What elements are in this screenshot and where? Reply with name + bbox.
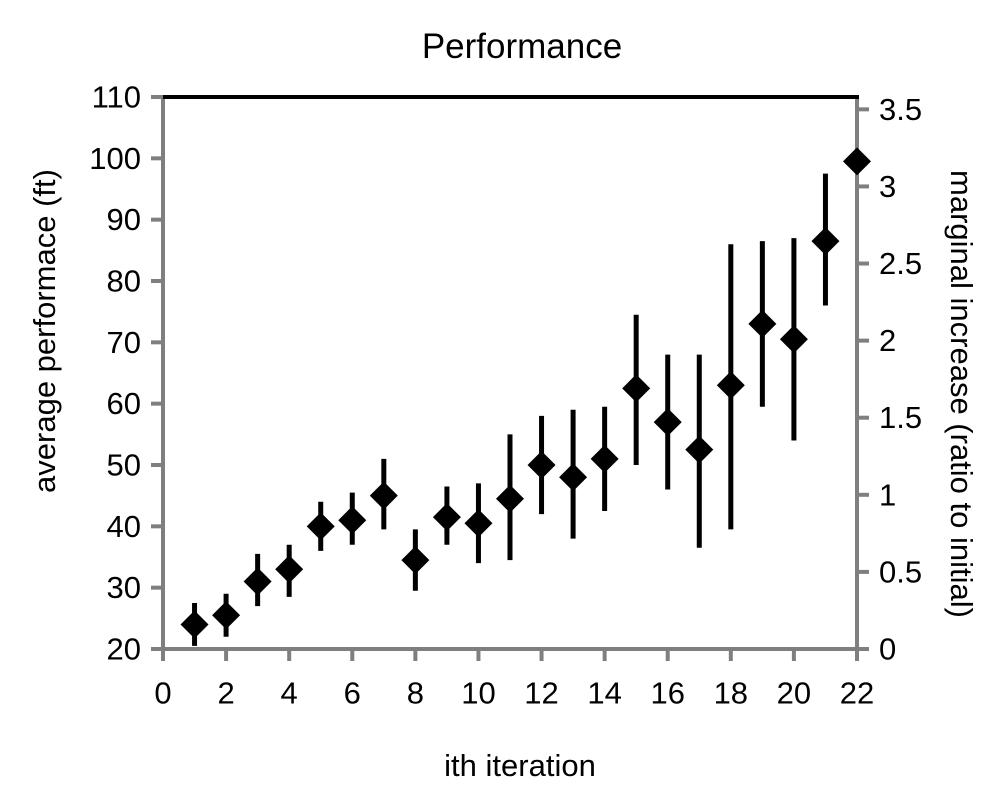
data-point-marker xyxy=(559,463,588,492)
y-tick-label-right: 3.5 xyxy=(879,92,922,127)
y-tick-label-left: 20 xyxy=(107,632,141,667)
x-axis-label: ith iteration xyxy=(444,748,596,783)
x-tick-label: 6 xyxy=(344,676,361,711)
data-point-marker xyxy=(811,227,840,256)
x-tick-label: 10 xyxy=(461,676,495,711)
chart-title: Performance xyxy=(421,27,623,66)
y-tick-label-right: 1.5 xyxy=(879,400,922,435)
x-tick-label: 0 xyxy=(154,676,171,711)
data-point-marker xyxy=(432,503,461,532)
x-tick-label: 8 xyxy=(407,676,424,711)
data-point-marker xyxy=(843,147,871,176)
data-point-marker xyxy=(716,371,745,400)
data-point-marker xyxy=(527,451,556,479)
x-tick-label: 4 xyxy=(281,676,298,711)
y-tick-label-right: 2 xyxy=(879,323,896,358)
y-tick-label-right: 2.5 xyxy=(879,246,922,281)
y-tick-label-right: 1 xyxy=(879,477,896,512)
y-tick-label-left: 100 xyxy=(89,141,141,176)
data-point-marker xyxy=(496,484,524,513)
y-tick-label-left: 40 xyxy=(107,509,141,544)
data-point-marker xyxy=(464,509,493,538)
x-tick-label: 18 xyxy=(714,676,748,711)
x-tick-label: 2 xyxy=(217,676,234,711)
y-tick-label-right: 3 xyxy=(879,169,896,204)
data-point-marker xyxy=(622,374,651,403)
x-tick-label: 16 xyxy=(650,676,684,711)
data-point-marker xyxy=(653,408,682,437)
x-tick-label: 14 xyxy=(587,676,621,711)
data-point-marker xyxy=(369,481,398,510)
y-tick-label-left: 80 xyxy=(107,264,141,299)
x-tick-label: 22 xyxy=(840,676,874,711)
data-point-marker xyxy=(685,435,714,464)
data-point-marker xyxy=(180,610,209,639)
y-tick-label-left: 90 xyxy=(107,202,141,237)
data-point-marker xyxy=(306,512,335,541)
data-point-marker xyxy=(748,309,777,338)
y-tick-label-left: 30 xyxy=(107,570,141,605)
x-tick-label: 12 xyxy=(524,676,558,711)
data-point-marker xyxy=(275,555,304,584)
data-point-marker xyxy=(590,444,619,473)
y-tick-label-right: 0.5 xyxy=(879,554,922,589)
y-tick-label-left: 60 xyxy=(107,386,141,421)
data-point-marker xyxy=(212,601,241,630)
data-point-marker xyxy=(401,546,430,575)
data-point-marker xyxy=(243,567,272,596)
y-tick-label-right: 0 xyxy=(879,632,896,667)
y-tick-label-left: 110 xyxy=(92,80,141,115)
data-point-marker xyxy=(338,506,367,535)
y-tick-label-left: 70 xyxy=(107,325,141,360)
y-tick-label-left: 50 xyxy=(107,448,141,483)
data-point-marker xyxy=(779,325,808,354)
x-tick-label: 20 xyxy=(777,676,811,711)
